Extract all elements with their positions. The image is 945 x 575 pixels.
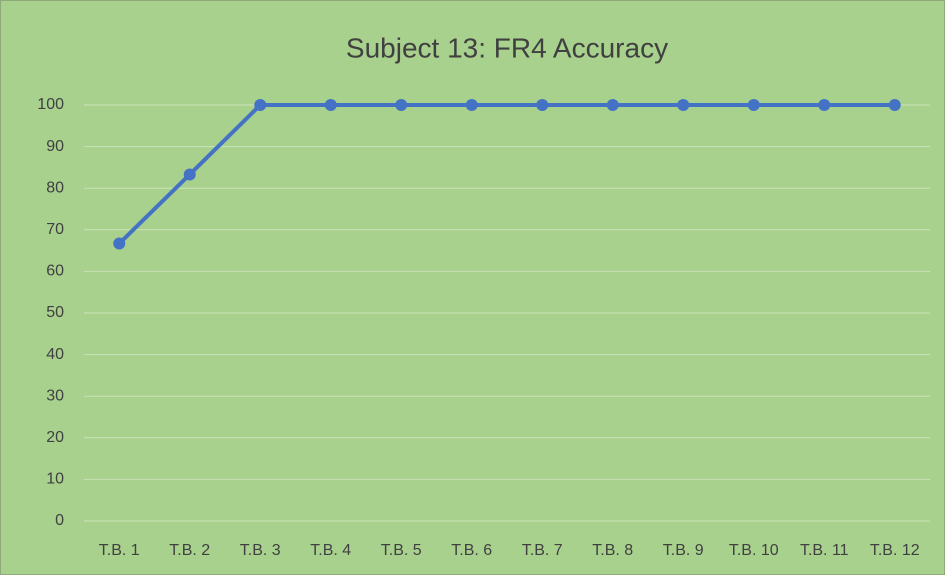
y-tick-label: 100 xyxy=(37,96,64,113)
x-tick-label: T.B. 6 xyxy=(451,542,492,559)
data-point xyxy=(888,99,901,111)
data-point xyxy=(747,99,760,111)
data-point xyxy=(606,99,619,111)
x-tick-label: T.B. 11 xyxy=(800,542,849,559)
x-tick-label: T.B. 4 xyxy=(310,542,351,559)
x-tick-label: T.B. 12 xyxy=(870,542,920,559)
data-point xyxy=(324,99,337,111)
data-point xyxy=(465,99,478,111)
y-tick-label: 30 xyxy=(46,387,64,404)
y-tick-label: 40 xyxy=(46,346,64,363)
y-tick-label: 80 xyxy=(46,179,64,196)
data-point xyxy=(183,168,196,181)
y-tick-label: 10 xyxy=(46,471,64,488)
y-tick-label: 20 xyxy=(46,429,64,446)
data-point xyxy=(818,99,831,111)
x-tick-label: T.B. 9 xyxy=(663,542,704,559)
data-line xyxy=(117,103,895,245)
data-point xyxy=(395,99,408,111)
x-tick-label: T.B. 2 xyxy=(169,542,210,559)
x-tick-label: T.B. 5 xyxy=(381,542,422,559)
y-tick-label: 70 xyxy=(46,221,64,238)
x-tick-label: T.B. 7 xyxy=(522,542,563,559)
data-point xyxy=(254,99,267,111)
data-point xyxy=(677,99,690,111)
y-tick-label: 50 xyxy=(46,304,64,321)
x-tick-label: T.B. 8 xyxy=(592,542,633,559)
x-tick-label: T.B. 10 xyxy=(729,542,779,559)
y-tick-label: 60 xyxy=(46,263,64,280)
y-tick-label: 0 xyxy=(55,512,64,529)
x-tick-label: T.B. 1 xyxy=(99,542,140,559)
x-tick-label: T.B. 3 xyxy=(240,542,281,559)
y-tick-label: 90 xyxy=(46,138,64,155)
chart-title: Subject 13: FR4 Accuracy xyxy=(346,32,668,63)
data-point xyxy=(113,237,126,250)
data-point xyxy=(536,99,549,111)
